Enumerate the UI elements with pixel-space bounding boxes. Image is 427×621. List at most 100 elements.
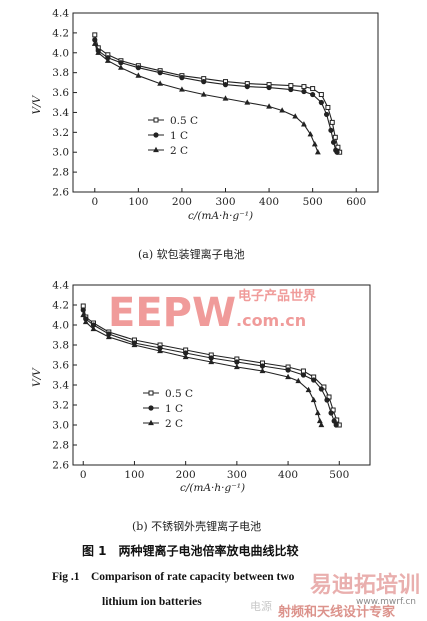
data-point [305,386,312,393]
y-tick-label: 2.8 [52,440,69,452]
figure-caption-en-2: lithium ion batteries [102,596,202,608]
x-axis-label: c/(mA·h·g⁻¹) [180,482,245,494]
legend-marker [153,117,159,123]
y-tick-label: 3.2 [52,127,69,139]
data-point [244,99,251,105]
data-point [301,121,307,127]
panel-b-caption: (b) 不锈钢外壳锂离子电池 [132,519,261,533]
data-point [92,32,98,38]
data-point [80,303,86,309]
data-point [318,421,325,428]
data-point [300,368,306,374]
legend-label: 1 C [165,403,183,415]
legend-marker [153,146,159,153]
data-point [118,60,124,66]
data-point [310,86,316,92]
data-point [201,79,207,85]
data-point [208,358,215,365]
x-tick-label: 300 [215,196,235,208]
data-point [179,75,185,81]
y-tick-label: 3.6 [52,87,69,99]
data-point [82,318,89,325]
data-point [292,113,299,119]
x-tick-label: 500 [303,196,323,208]
chart-panel-a: 2.6 2.8 3.0 3.2 3.4 3.6 3.8 4.0 4.2 4.4 0 100 200 300… [31,8,379,222]
data-point [200,91,207,97]
data-point [332,134,338,140]
y-tick-label: 3.8 [52,67,69,79]
y-axis-label: V/V [31,367,43,387]
watermark-logo: EEPW [108,290,236,336]
series-line [94,39,338,153]
data-point [104,57,111,63]
legend-label: 0.5 C [170,115,198,127]
data-point [259,367,266,374]
x-tick-label: 300 [227,469,247,481]
x-tick-label: 600 [346,196,366,208]
data-point [266,84,272,91]
watermark-cn: 电子产品世界 [238,288,316,304]
legend-marker [148,405,154,411]
data-point [318,99,324,106]
data-point [300,372,307,378]
series-line [94,43,319,153]
data-point [310,396,317,403]
legend-marker [148,419,154,426]
data-point [334,149,340,155]
data-point [328,127,334,133]
data-point [323,111,330,118]
data-point [91,40,98,46]
data-point [222,95,229,101]
watermark-bottom-cn: 射频和天线设计专家 [277,604,396,620]
watermark-bottom-site: www.mwrf.cn [356,597,416,607]
watermark: EEPW 电子产品世界 .com.cn [108,288,316,336]
legend-label: 0.5 C [165,388,193,400]
legend-label: 2 C [170,145,188,157]
y-tick-label: 3.0 [52,420,69,432]
watermark-bottom-large: 易迪拓培训 [310,572,420,598]
figure-caption-cn: 图 1 两种锂离子电池倍率放电曲线比较 [82,543,299,558]
y-tick-label: 4.2 [52,300,69,312]
series-2C [80,311,325,428]
x-tick-label: 500 [329,469,349,481]
plot-frame [72,284,371,466]
data-point [135,72,142,78]
plot-frame [72,12,379,193]
x-tick-label: 0 [91,196,98,208]
data-point [325,104,331,110]
watermark-url: .com.cn [236,311,306,330]
data-point [329,119,335,125]
legend: 0.5 C 1 C 2 C [143,388,193,430]
data-point [318,92,324,98]
y-tick-label: 3.4 [52,107,69,119]
x-tick-label: 400 [259,196,279,208]
data-point [328,410,334,416]
y-tick-label: 2.8 [52,167,69,179]
y-tick-label: 3.6 [52,360,69,372]
data-point [307,131,314,137]
data-point [105,333,112,340]
data-point [285,373,291,380]
y-tick-label: 4.0 [52,320,69,332]
data-point [182,353,189,360]
x-tick-label: 100 [128,196,148,208]
y-tick-label: 3.8 [52,340,69,352]
data-point [80,307,86,313]
data-point [333,422,339,428]
y-tick-label: 3.2 [52,400,69,412]
y-tick-label: 4.2 [52,27,69,39]
data-point [244,83,250,90]
data-point [318,386,324,392]
figure-caption-en-1: Fig .1 Comparison of rate capacity betwe… [52,571,295,583]
data-point [301,88,307,95]
y-tick-label: 3.4 [52,380,69,392]
y-tick-label: 4.4 [52,280,69,292]
data-point [179,86,185,92]
x-tick-label: 100 [124,469,144,481]
data-point [157,347,163,354]
data-point [157,70,163,76]
y-tick-label: 2.6 [52,460,69,472]
x-tick-label: 200 [172,196,192,208]
bottom-watermark: 电源 易迪拓培训 www.mwrf.cn 射频和天线设计专家 [250,572,420,620]
data-point [90,325,97,332]
